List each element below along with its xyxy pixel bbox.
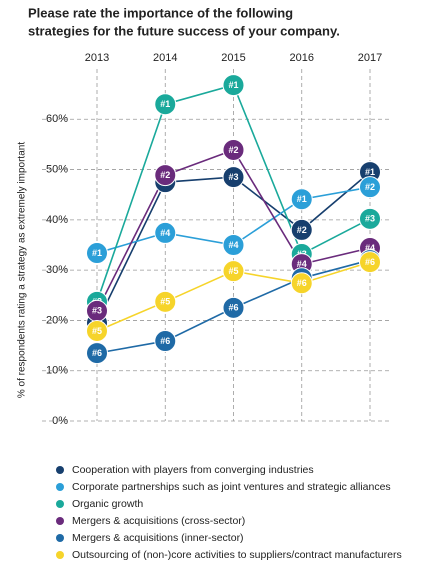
rank-marker [359, 251, 381, 274]
rank-label: #4 [160, 228, 170, 238]
chart-title: strategies for the future success of you… [28, 23, 340, 38]
rank-label: #6 [297, 278, 307, 288]
rank-marker [154, 221, 177, 244]
legend-swatch [56, 483, 64, 491]
legend-swatch [56, 500, 64, 508]
rank-label: #5 [92, 326, 102, 336]
rank-label: #2 [160, 170, 170, 180]
legend-swatch [56, 517, 64, 525]
rank-marker [222, 234, 245, 256]
y-axis-label: % of respondents rating a strategy as ex… [17, 142, 28, 398]
rank-marker [359, 207, 381, 230]
rank-label: #3 [92, 306, 102, 316]
rank-marker [154, 330, 177, 353]
legend-label: Organic growth [72, 498, 143, 510]
rank-label: #3 [365, 214, 375, 224]
rank-marker [154, 164, 177, 187]
legend-swatch [56, 466, 64, 474]
rank-marker [222, 296, 245, 319]
rank-label: #6 [160, 336, 170, 346]
legend-label: Mergers & acquisitions (cross-sector) [72, 515, 245, 527]
x-tick-label: 2015 [221, 52, 245, 64]
x-tick-label: 2014 [153, 52, 177, 64]
rank-marker [154, 290, 177, 313]
rank-label: #4 [228, 240, 238, 250]
x-tick-label: 2013 [85, 52, 109, 64]
rank-marker [222, 74, 245, 97]
rank-marker [86, 342, 108, 365]
legend-swatch [56, 551, 64, 559]
rank-label: #4 [365, 243, 375, 253]
rank-label: #1 [228, 80, 238, 90]
rank-marker [154, 93, 177, 116]
rank-label: #2 [228, 145, 238, 155]
rank-marker [86, 319, 108, 342]
legend-label: Corporate partnerships such as joint ven… [72, 481, 391, 493]
rank-label: #4 [297, 259, 307, 269]
rank-label: #1 [92, 248, 102, 258]
rank-label: #1 [365, 167, 375, 177]
rank-label: #1 [297, 194, 307, 204]
x-tick-label: 2017 [358, 52, 382, 64]
rank-marker [86, 242, 108, 265]
rank-label: #6 [228, 303, 238, 313]
rank-label: #1 [160, 99, 170, 109]
rank-label: #5 [228, 266, 238, 276]
rank-marker [222, 260, 245, 283]
rank-label: #2 [297, 225, 307, 235]
rank-marker [290, 218, 313, 241]
rank-marker [222, 166, 245, 189]
rank-marker [290, 188, 313, 211]
rank-marker [222, 138, 245, 161]
rank-label: #3 [228, 172, 238, 182]
rank-label: #6 [92, 348, 102, 358]
legend-label: Cooperation with players from converging… [72, 464, 314, 476]
x-tick-label: 2016 [290, 52, 314, 64]
legend-label: Outsourcing of (non-)core activities to … [72, 549, 402, 561]
rank-label: #2 [365, 182, 375, 192]
rank-marker [290, 272, 313, 295]
y-tick-label: 0% [52, 415, 68, 427]
rank-marker [359, 176, 381, 199]
rank-label: #5 [160, 297, 170, 307]
rank-label: #6 [365, 257, 375, 267]
legend-label: Mergers & acquisitions (inner-sector) [72, 532, 244, 544]
chart-title: Please rate the importance of the follow… [28, 5, 293, 20]
legend-swatch [56, 534, 64, 542]
